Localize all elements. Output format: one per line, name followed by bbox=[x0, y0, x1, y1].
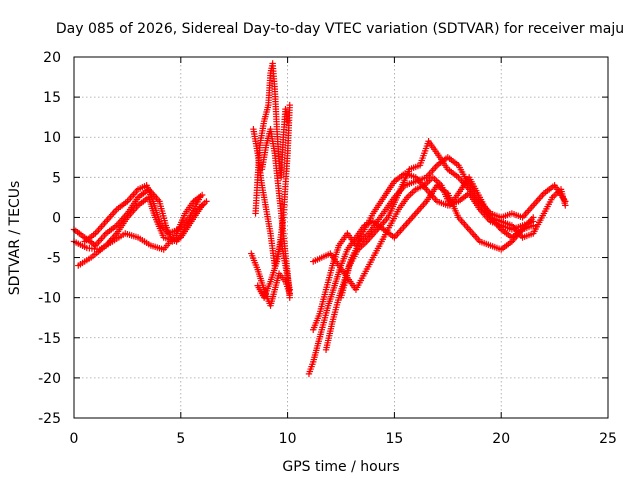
series-arc-d bbox=[70, 191, 206, 253]
data-points bbox=[70, 60, 569, 378]
y-tick-label: -20 bbox=[38, 371, 61, 387]
x-tick-label: 10 bbox=[279, 431, 297, 447]
y-tick-label: -5 bbox=[47, 251, 61, 267]
data-point bbox=[530, 222, 537, 229]
x-tick-label: 15 bbox=[385, 431, 403, 447]
y-tick-label: 15 bbox=[43, 90, 61, 106]
x-tick-label: 5 bbox=[176, 431, 185, 447]
y-axis-label: SDTVAR / TECUs bbox=[7, 181, 23, 296]
x-tick-label: 20 bbox=[492, 431, 510, 447]
series-arc-n bbox=[337, 138, 569, 301]
x-tick-label: 0 bbox=[70, 431, 79, 447]
data-point bbox=[286, 101, 293, 109]
series-arc-h bbox=[250, 101, 293, 269]
y-tick-label: -10 bbox=[38, 291, 61, 307]
x-tick-label: 25 bbox=[599, 431, 617, 447]
y-tick-label: 10 bbox=[43, 130, 61, 146]
series-arc-c bbox=[81, 182, 204, 245]
axis-ticks: 0 5 10 15 20 25 -25 -20 -15 -10 -5 0 5 10 15 20 bbox=[38, 50, 617, 447]
y-tick-label: 0 bbox=[52, 210, 61, 226]
y-tick-label: 20 bbox=[43, 50, 61, 66]
series-arc-i bbox=[258, 126, 293, 301]
x-axis-label: GPS time / hours bbox=[282, 459, 399, 475]
series-arc-j bbox=[305, 182, 537, 378]
grid-lines bbox=[74, 57, 608, 418]
data-point bbox=[286, 294, 293, 301]
y-tick-label: -15 bbox=[38, 331, 61, 347]
data-point bbox=[203, 198, 210, 205]
series-arc-m bbox=[310, 174, 537, 293]
chart-title: Day 085 of 2026, Sidereal Day-to-day VTE… bbox=[56, 21, 624, 37]
y-tick-label: 5 bbox=[52, 170, 61, 186]
data-point bbox=[562, 202, 569, 209]
data-point bbox=[198, 191, 206, 199]
y-tick-label: -25 bbox=[38, 411, 61, 427]
plot-frame bbox=[73, 56, 609, 419]
